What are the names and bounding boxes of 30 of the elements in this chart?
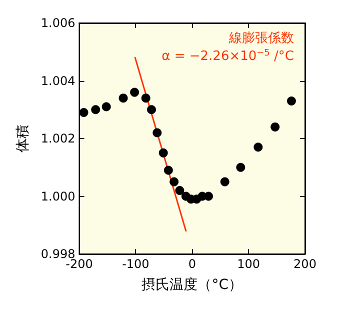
point	[158, 148, 168, 158]
point	[118, 94, 128, 103]
point	[220, 177, 230, 186]
point	[254, 142, 263, 152]
y-tick-label: 1.002	[40, 132, 76, 146]
point	[141, 94, 150, 103]
point	[270, 122, 280, 132]
y-axis-title: 体積	[15, 124, 31, 152]
point	[175, 186, 184, 195]
point	[91, 105, 100, 114]
x-tick-label: 200	[294, 257, 316, 271]
x-tick-label: -200	[66, 257, 93, 271]
point	[170, 177, 179, 186]
point	[147, 105, 156, 114]
point	[236, 162, 246, 172]
point	[130, 88, 140, 97]
point	[204, 192, 213, 201]
y-tick-label: 1.000	[40, 189, 76, 204]
point	[286, 96, 296, 106]
point	[164, 166, 173, 175]
point	[152, 128, 162, 138]
annotation: 線膨張係数	[228, 31, 294, 46]
x-tick-label: -100	[122, 257, 150, 271]
x-axis-title: 摂氏温度（°C）	[142, 277, 243, 293]
point	[102, 102, 111, 112]
x-tick-label: 100	[237, 257, 260, 271]
y-tick-label: 1.006	[40, 16, 76, 30]
y-tick-label: 1.004	[40, 74, 76, 88]
point	[79, 108, 88, 118]
x-tick-label: 0	[188, 257, 196, 271]
